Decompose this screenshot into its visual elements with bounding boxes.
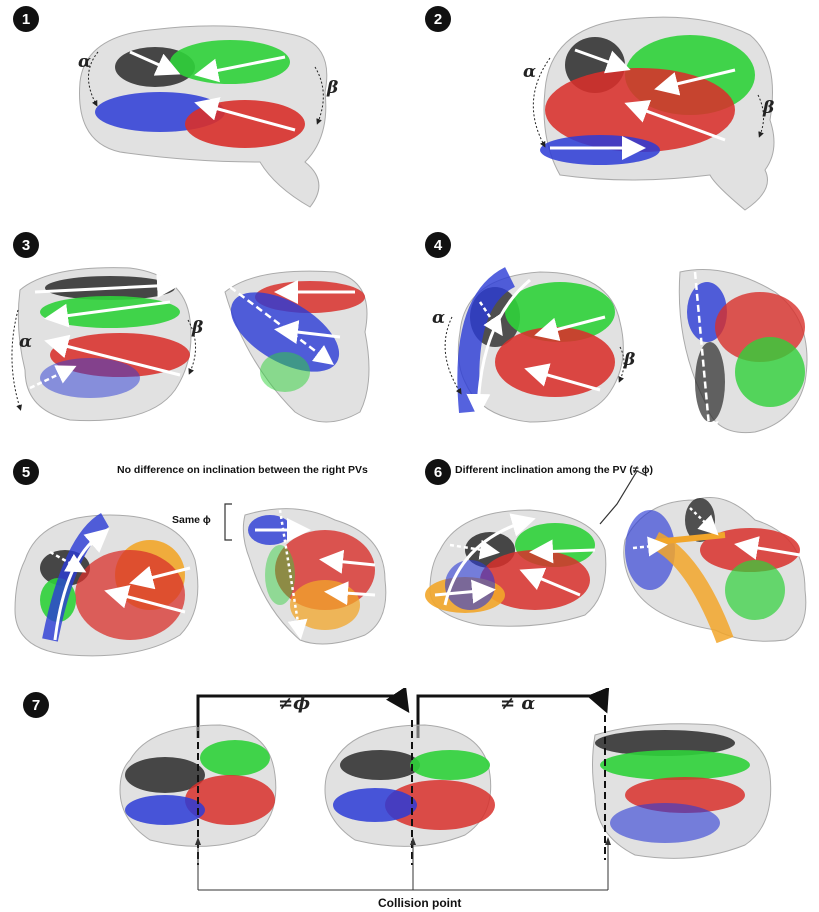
panel-5-atrium-view-left [10, 500, 215, 670]
green-streamlines [170, 40, 290, 84]
green-streamlines [265, 545, 295, 605]
green-streamlines [735, 337, 805, 407]
panel-5-atrium-view-right [225, 500, 400, 665]
black-streamlines [695, 342, 725, 422]
panel-3-atrium-view-left [10, 260, 210, 435]
panel-7-atrium-view-3 [585, 715, 785, 870]
alpha-label: α [78, 52, 92, 72]
red-streamlines [185, 775, 275, 825]
panel-6-atrium-view-right [615, 480, 815, 650]
same-phi-bracket [224, 503, 232, 541]
green-streamlines [260, 352, 310, 392]
panel-3-atrium-view-right [215, 262, 390, 442]
panel-7-atrium-view-1 [110, 720, 300, 865]
panel-6-atrium-view-left [420, 500, 620, 635]
panel-6-caption: Different inclination among the PV (≠ ϕ) [455, 464, 653, 476]
blue-streamlines [40, 358, 140, 398]
beta-label-4: β [624, 350, 636, 370]
panel-6-bracket [599, 470, 648, 525]
panel-number-1: 1 [13, 6, 39, 32]
red-streamlines [75, 550, 185, 640]
panel-number-2: 2 [425, 6, 451, 32]
same-phi-label: Same ϕ [172, 514, 211, 526]
panel-number-3: 3 [13, 232, 39, 258]
panel-5-caption: No difference on inclination between the… [117, 464, 368, 476]
panel-number-6: 6 [425, 459, 451, 485]
black-streamlines [340, 750, 420, 780]
blue-streamlines [125, 795, 205, 825]
red-streamlines [185, 100, 305, 148]
black-streamlines [595, 730, 735, 756]
green-streamlines [600, 750, 750, 780]
blue-streamlines [333, 788, 417, 822]
panel-2-atrium-view [530, 10, 800, 220]
blue-streamlines [610, 803, 720, 843]
collision-point-label: Collision point [378, 896, 462, 910]
green-streamlines [200, 740, 270, 776]
beta-label-2: β [763, 98, 775, 118]
black-streamlines [125, 757, 205, 793]
panel-number-7: 7 [23, 692, 49, 718]
green-streamlines [505, 282, 615, 342]
orange-streamlines [290, 580, 360, 630]
collision-point-connector [195, 837, 611, 891]
alpha-label-4: α [432, 308, 446, 328]
green-streamlines [725, 560, 785, 620]
red-streamlines [495, 327, 615, 397]
panel-7-atrium-view-2 [315, 720, 515, 865]
panel-number-5: 5 [13, 459, 39, 485]
panel-4-atrium-view-right [665, 262, 815, 452]
panel-1-atrium-view [60, 12, 380, 212]
alpha-label-2: α [523, 62, 537, 82]
blue-streamlines [540, 135, 660, 165]
panel-number-4: 4 [425, 232, 451, 258]
alpha-label-3: α [19, 332, 33, 352]
not-equal-phi-label: ≠ϕ [278, 693, 311, 714]
green-streamlines [410, 750, 490, 780]
panel-4-atrium-view-left [440, 262, 640, 442]
not-equal-alpha-label: ≠ α [500, 693, 536, 714]
beta-label-3: β [192, 318, 204, 338]
green-streamlines [40, 296, 180, 328]
beta-label: β [327, 78, 339, 98]
